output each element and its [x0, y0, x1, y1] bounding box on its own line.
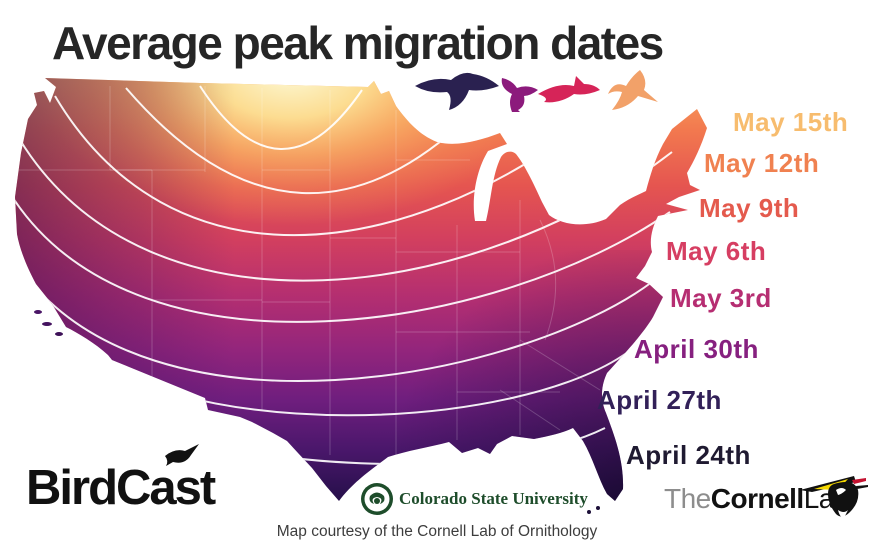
map-caption: Map courtesy of the Cornell Lab of Ornit…	[276, 523, 598, 540]
csu-logo-text: Colorado State University	[399, 489, 588, 508]
birdcast-logo: BirdCast	[26, 461, 216, 515]
date-label: May 12th	[704, 148, 820, 178]
cornell-logo-the: The	[664, 483, 711, 514]
migrating-bird-icon	[538, 76, 600, 103]
islands	[34, 310, 600, 514]
migrating-bird-icon	[501, 78, 538, 112]
date-label: April 27th	[597, 385, 722, 415]
cornell-logo-cornell: Cornell	[710, 483, 804, 514]
csu-ram-icon	[361, 483, 393, 515]
date-label: May 6th	[666, 236, 767, 266]
date-label: May 9th	[699, 193, 800, 223]
migrating-bird-icon	[415, 72, 499, 110]
state-boundaries	[17, 86, 601, 465]
csu-logo: Colorado State University	[360, 482, 588, 516]
date-label: May 3rd	[670, 283, 772, 313]
page-title: Average peak migration dates	[52, 17, 664, 69]
birdcast-bird-icon	[165, 444, 199, 466]
date-label: April 30th	[634, 334, 759, 364]
migrating-bird-icon	[608, 70, 658, 110]
date-label: April 24th	[626, 440, 751, 470]
cornell-sapsucker-icon	[800, 476, 868, 518]
date-label: May 15th	[733, 107, 849, 137]
